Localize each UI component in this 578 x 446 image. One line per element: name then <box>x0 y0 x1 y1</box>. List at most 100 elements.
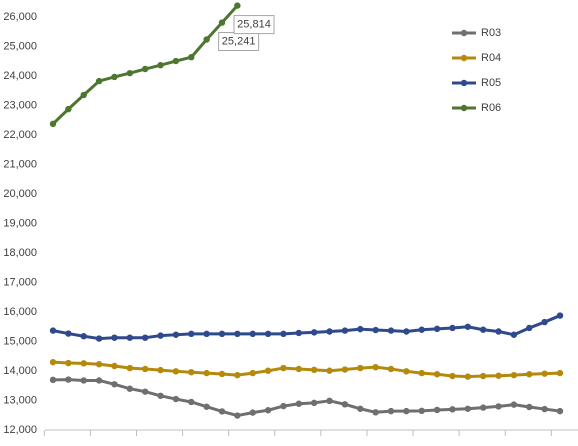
y-tick-label: 18,000 <box>3 247 37 259</box>
point <box>234 371 241 379</box>
point <box>541 370 548 377</box>
point <box>295 400 303 407</box>
point <box>433 406 441 414</box>
point <box>495 328 502 335</box>
point <box>126 364 134 372</box>
point <box>141 388 149 395</box>
point <box>418 407 425 415</box>
point <box>188 54 195 61</box>
point <box>403 368 410 375</box>
point <box>310 366 318 374</box>
y-tick-label: 16,000 <box>3 306 37 318</box>
point <box>203 403 210 410</box>
legend-label: R05 <box>481 77 501 89</box>
y-tick-label: 19,000 <box>3 217 37 229</box>
point <box>188 368 195 376</box>
legend-label: R06 <box>481 102 501 114</box>
point <box>495 403 502 410</box>
point <box>49 120 57 128</box>
point <box>188 330 195 338</box>
point <box>372 363 379 371</box>
point <box>157 392 164 399</box>
point <box>80 333 87 340</box>
legend-marker <box>460 29 468 37</box>
data-label: 25,241 <box>222 35 256 47</box>
point <box>111 73 118 81</box>
point <box>141 65 149 73</box>
point <box>218 330 226 338</box>
point <box>479 326 487 333</box>
point <box>264 330 272 338</box>
point <box>234 412 241 419</box>
point <box>372 326 379 334</box>
point <box>357 364 364 372</box>
legend-marker <box>460 54 468 62</box>
point <box>188 398 195 406</box>
point <box>387 327 395 334</box>
point <box>126 69 134 77</box>
point <box>556 312 564 319</box>
y-tick-label: 12,000 <box>3 424 37 436</box>
point <box>449 372 456 380</box>
point <box>141 334 149 341</box>
y-tick-label: 26,000 <box>3 11 37 23</box>
point <box>80 91 87 99</box>
point <box>126 334 134 341</box>
point <box>49 376 57 384</box>
point <box>80 360 87 367</box>
point <box>479 372 487 380</box>
y-tick-label: 14,000 <box>3 365 37 377</box>
point <box>526 403 533 411</box>
point <box>510 331 518 338</box>
point <box>249 409 256 416</box>
point <box>218 19 226 26</box>
point <box>326 367 333 374</box>
point <box>295 329 303 337</box>
legend-label: R04 <box>481 52 501 64</box>
point <box>249 369 256 377</box>
point <box>357 325 364 333</box>
series-line <box>52 378 561 418</box>
point <box>541 318 548 326</box>
y-tick-label: 23,000 <box>3 99 37 111</box>
point <box>387 407 395 415</box>
point <box>157 61 164 69</box>
point <box>95 77 103 85</box>
point <box>418 369 425 377</box>
point <box>264 367 272 374</box>
point <box>433 371 441 378</box>
point <box>495 372 502 379</box>
point <box>234 330 241 338</box>
point <box>310 329 318 336</box>
point <box>295 365 303 373</box>
point <box>479 404 487 411</box>
point <box>249 330 256 338</box>
legend-label: R03 <box>481 27 501 39</box>
y-tick-label: 15,000 <box>3 335 37 347</box>
point <box>403 407 410 415</box>
point <box>449 324 456 332</box>
point <box>341 327 349 334</box>
y-tick-label: 22,000 <box>3 129 37 141</box>
data-label-box <box>233 15 275 35</box>
point <box>172 331 180 338</box>
point <box>449 406 456 413</box>
point <box>111 381 118 388</box>
point <box>218 370 226 378</box>
point <box>326 328 333 335</box>
y-tick-label: 20,000 <box>3 188 37 200</box>
y-tick-label: 17,000 <box>3 276 37 288</box>
point <box>111 334 118 341</box>
point <box>464 373 472 380</box>
point <box>80 377 87 384</box>
point <box>203 330 210 338</box>
point <box>372 409 379 416</box>
y-tick-label: 25,000 <box>3 41 37 53</box>
point <box>556 407 564 415</box>
point <box>326 397 333 405</box>
point <box>541 405 548 413</box>
point <box>526 371 533 378</box>
point <box>157 332 164 339</box>
point <box>403 328 410 335</box>
